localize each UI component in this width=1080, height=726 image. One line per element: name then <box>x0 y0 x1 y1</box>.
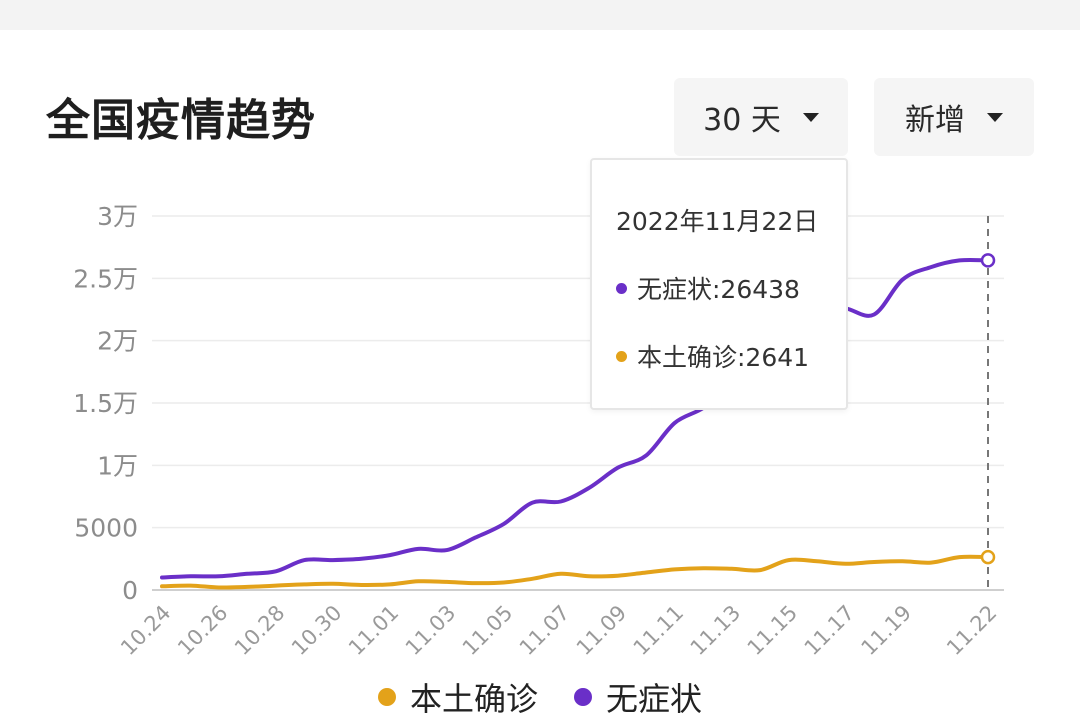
x-tick-label: 11.05 <box>458 601 517 660</box>
x-tick-label: 11.07 <box>515 601 574 660</box>
x-tick-label: 10.26 <box>173 601 232 660</box>
legend-dot-icon <box>574 688 592 706</box>
x-tick-label: 11.15 <box>743 601 802 660</box>
legend-label-confirmed: 本土确诊 <box>409 680 538 718</box>
x-tick-label: 11.19 <box>857 601 916 660</box>
x-tick-label: 11.13 <box>686 601 745 660</box>
tooltip-row-asymptomatic: 无症状:26438 <box>616 270 800 306</box>
chart-legend: 本土确诊 无症状 <box>0 674 1080 720</box>
x-tick-label: 11.22 <box>942 601 1001 660</box>
series-point-asymptomatic <box>980 253 996 268</box>
type-dropdown-label: 新增 <box>905 103 965 138</box>
y-tick-label: 1万 <box>97 451 138 480</box>
x-tick-label: 11.17 <box>800 601 859 660</box>
tooltip-confirmed-value: 本土确诊:2641 <box>637 343 810 372</box>
range-dropdown-label: 30 天 <box>703 103 781 138</box>
caret-down-icon <box>802 112 819 122</box>
x-tick-label: 11.11 <box>629 601 688 660</box>
y-tick-label: 5000 <box>74 514 138 543</box>
x-tick-label: 11.09 <box>572 601 631 660</box>
y-tick-label: 0 <box>122 576 138 605</box>
legend-label-asymptomatic: 无症状 <box>606 680 703 718</box>
x-tick-label: 11.01 <box>344 601 403 660</box>
caret-down-icon <box>987 112 1003 122</box>
tooltip-date: 2022年11月22日 <box>616 207 819 236</box>
y-tick-label: 2万 <box>97 327 138 356</box>
series-point-confirmed <box>980 549 996 565</box>
x-tick-label: 10.28 <box>230 601 289 660</box>
tooltip-row-confirmed: 本土确诊:2641 <box>616 338 809 374</box>
range-dropdown[interactable]: 30 天 <box>674 78 848 156</box>
x-tick-label: 11.03 <box>401 601 460 660</box>
y-tick-label: 2.5万 <box>73 264 138 293</box>
series-dot-icon <box>616 350 627 362</box>
page-title: 全国疫情趋势 <box>46 95 316 146</box>
top-bar <box>0 0 1080 30</box>
x-tick-label: 10.30 <box>287 601 346 660</box>
legend-dot-icon <box>377 688 396 706</box>
x-tick-label: 10.24 <box>116 601 175 660</box>
legend-item-confirmed[interactable]: 本土确诊 <box>377 674 538 720</box>
y-tick-label: 3万 <box>97 202 138 231</box>
tooltip-asymptomatic-value: 无症状:26438 <box>637 275 800 304</box>
series-line-asymptomatic <box>160 257 990 580</box>
type-dropdown[interactable]: 新增 <box>874 78 1034 156</box>
series-line-confirmed <box>160 554 990 590</box>
legend-item-asymptomatic[interactable]: 无症状 <box>574 674 702 720</box>
chart-tooltip: 2022年11月22日 无症状:26438 本土确诊:2641 <box>590 158 848 410</box>
y-tick-label: 1.5万 <box>73 389 138 418</box>
series-dot-icon <box>616 282 627 294</box>
